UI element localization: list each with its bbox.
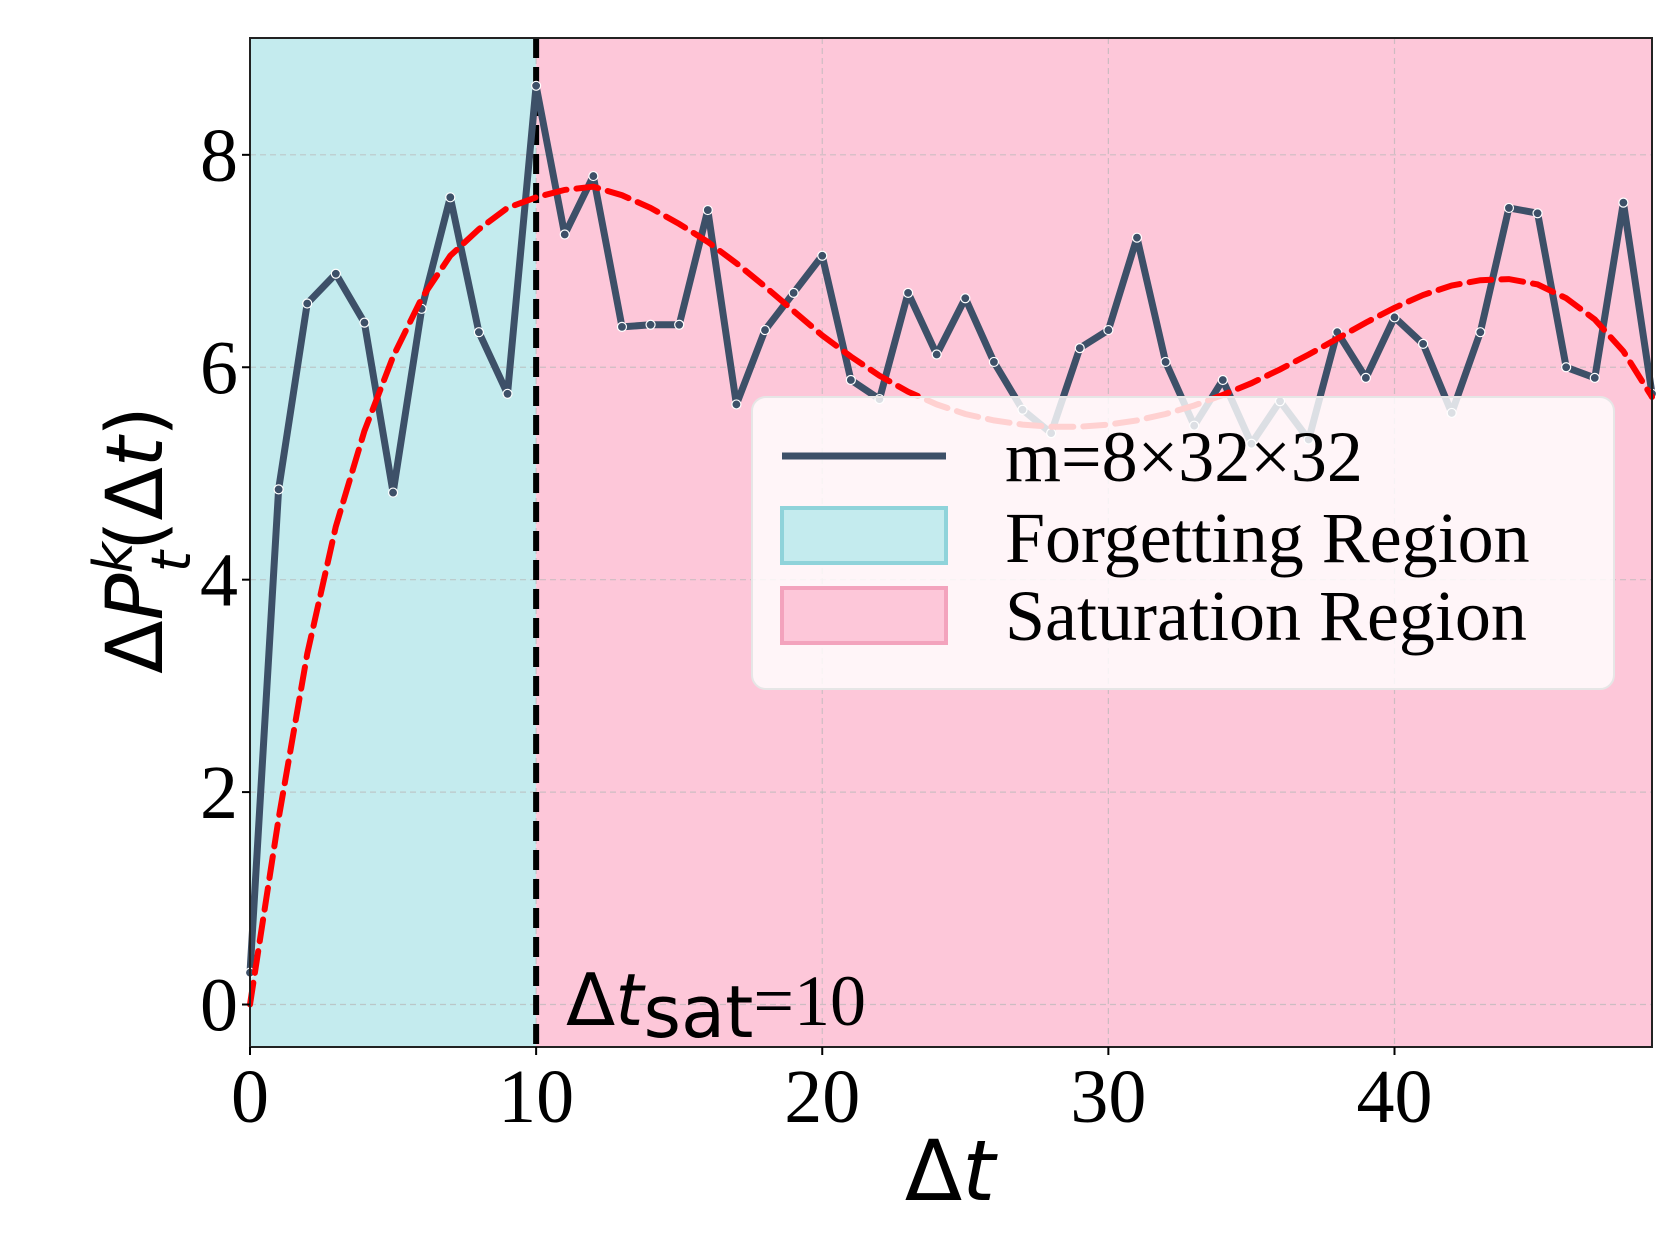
series-point [931,349,942,360]
series-point [1532,208,1543,219]
series-point [1418,338,1429,349]
x-tick-label: 30 [1070,1055,1146,1139]
series-point [1103,324,1114,336]
series-point [1074,343,1085,354]
y-tick-label: 4 [200,539,238,623]
plot-frame [249,37,1653,1048]
legend-patch-saturation [780,586,948,645]
legend-label-saturation: Saturation Region [1005,576,1527,656]
y-label-delta: Δ [91,620,181,673]
series-point [1217,374,1228,386]
x-tick-label: 10 [498,1055,574,1139]
series-point [1618,197,1629,208]
fit-curve [247,183,1655,1008]
series-point [1360,372,1371,383]
series-point [1503,202,1515,214]
series-point [1131,232,1143,243]
series-point [445,192,456,203]
legend: m=8×32×32 Forgetting Region Saturation R… [751,396,1615,690]
y-label-open: ( [91,521,181,551]
series-point [902,287,914,299]
series-point [616,321,628,332]
series-point [788,287,799,299]
x-tick-label: 40 [1356,1055,1432,1139]
legend-label-series: m=8×32×32 [1005,417,1363,497]
x-tick-label: 0 [231,1055,269,1139]
svg-text:ΔPkt(Δt): ΔPkt(Δt) [82,406,203,674]
series-point [1389,312,1400,323]
series-point [1561,362,1572,373]
legend-box [751,396,1615,690]
y-ticks: 0 2 4 6 8 [200,114,250,1048]
x-ticks: 0 10 20 30 40 [231,1047,1432,1139]
series-point [1475,327,1486,338]
series-point [473,327,484,338]
series-point [531,80,542,91]
annotation-subscript: sat [644,970,754,1054]
series-point [273,484,284,495]
y-label-sub: t [140,549,203,572]
y-label-close: ) [91,406,181,436]
y-tick-label: 2 [200,751,238,835]
series-point [817,250,828,261]
annotation-value: =10 [753,961,866,1041]
series-point [702,204,713,216]
saturation-annotation: Δtsat=10 [566,958,866,1054]
y-label-t: t [91,434,181,467]
x-axis-label: Δt [905,1122,998,1220]
series-point [1589,372,1600,383]
series-point [359,317,370,328]
series-line-m [246,82,1656,973]
series-point [731,399,742,410]
y-label-delta2: Δ [91,467,181,520]
series-point [302,298,313,309]
series-point [387,487,399,498]
series-point [645,319,656,330]
legend-patch-forgetting [780,506,948,565]
series-point [1160,356,1171,368]
series-point [960,293,971,304]
legend-label-forgetting: Forgetting Region [1005,498,1530,578]
y-tick-label: 6 [200,326,238,410]
series-point [502,388,513,399]
y-tick-label: 0 [200,964,238,1048]
y-tick-label: 8 [200,114,238,198]
region-forgetting [250,38,537,1047]
series-point [674,319,685,330]
series-point [988,356,1000,368]
series-point [759,324,771,336]
y-axis-label: ΔPkt(Δt) [82,406,203,674]
x-tick-label: 20 [784,1055,860,1139]
series-point [845,374,856,386]
series-point [330,268,341,279]
y-label-sup: k [82,539,145,573]
series-point [559,229,570,240]
series-point [588,170,599,182]
x-axis-label-delta: Δ [905,1122,962,1220]
annotation-t: t [615,958,646,1042]
y-label-p: P [91,573,181,620]
x-axis-label-t: t [962,1122,998,1220]
annotation-delta: Δ [566,958,615,1042]
